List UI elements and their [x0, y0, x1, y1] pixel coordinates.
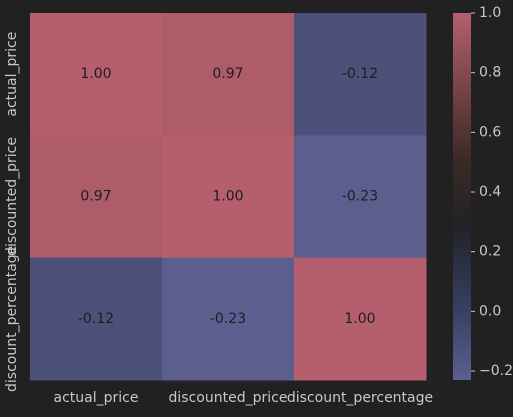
colorbar-tick-label: −0.2 [479, 363, 513, 379]
x-axis-tick-labels: actual_price discounted_price discount_per… [54, 390, 434, 406]
heatmap-cell-value: -0.23 [342, 188, 378, 204]
heatmap-cell [30, 257, 163, 381]
heatmap-cell-value: 1.00 [344, 311, 375, 327]
heatmap-cell-value: 0.97 [212, 66, 243, 82]
heatmap-cell-value: -0.12 [342, 66, 378, 82]
x-tick-label: discounted_price [169, 390, 288, 406]
heatmap-cell-value: -0.23 [210, 311, 246, 327]
heatmap-cell-value: 0.97 [80, 188, 111, 204]
y-tick-label: actual_price [4, 32, 20, 117]
x-tick-label: discount_percentage [287, 390, 433, 406]
colorbar-tick-label: 0.2 [479, 244, 501, 260]
y-tick-label: discount_percentage [4, 246, 20, 392]
heatmap-cell [294, 135, 427, 259]
colorbar-tick-label: 0.4 [479, 184, 501, 200]
heatmap-cells: 1.00 0.97 -0.12 0.97 1.00 -0.23 -0.12 -0.23 1.00 [30, 13, 427, 381]
heatmap-cell-value: -0.12 [78, 311, 114, 327]
x-tick-label: actual_price [54, 390, 139, 406]
colorbar-tick-label: 0.0 [479, 303, 501, 319]
colorbar [453, 13, 471, 380]
heatmap-cell [162, 135, 295, 259]
heatmap-cell [30, 135, 163, 259]
heatmap-cell [162, 257, 295, 381]
heatmap-cell [294, 257, 427, 381]
colorbar-tick-label: 1.0 [479, 5, 501, 21]
colorbar-tick-label: 0.8 [479, 65, 501, 81]
colorbar-ticks: 1.0 0.8 0.6 0.4 0.2 0.0 −0.2 [471, 5, 513, 379]
heatmap-cell [294, 13, 427, 136]
heatmap-cell [30, 13, 163, 136]
y-tick-label: discounted_price [4, 137, 20, 256]
heatmap-cell-value: 1.00 [80, 66, 111, 82]
colorbar-tick-label: 0.6 [479, 124, 501, 140]
heatmap-cell [162, 13, 295, 136]
heatmap-cell-value: 1.00 [212, 188, 243, 204]
y-axis-tick-labels: actual_price discounted_pricediscount_per… [4, 32, 20, 392]
